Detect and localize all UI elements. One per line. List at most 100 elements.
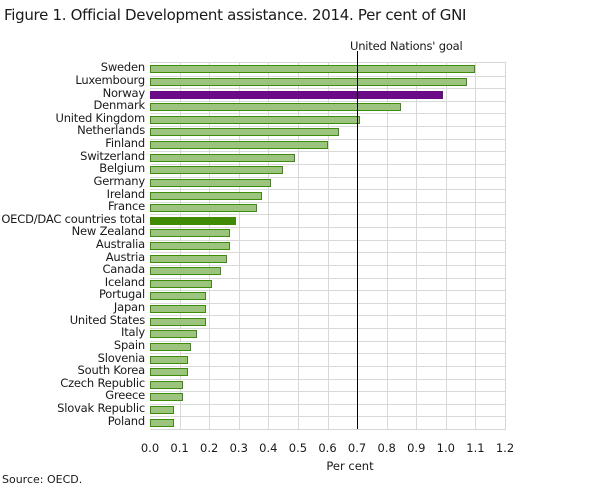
bar-slovak-republic bbox=[150, 406, 174, 415]
category-label: Sweden bbox=[100, 60, 145, 75]
horizontal-gridline bbox=[150, 264, 505, 266]
category-label: Italy bbox=[121, 325, 145, 340]
category-label: Canada bbox=[102, 262, 145, 277]
un-goal-line bbox=[357, 51, 359, 429]
bar-norway bbox=[150, 90, 443, 99]
vertical-gridline bbox=[445, 63, 447, 429]
category-label: Slovak Republic bbox=[57, 401, 145, 416]
goal-line-label: United Nations' goal bbox=[350, 39, 463, 53]
bar-poland bbox=[150, 418, 174, 427]
x-tick-label: 1.1 bbox=[466, 441, 485, 455]
horizontal-gridline bbox=[150, 328, 505, 330]
x-tick-label: 0.3 bbox=[229, 441, 248, 455]
horizontal-gridline bbox=[150, 340, 505, 342]
category-label: Belgium bbox=[99, 161, 145, 176]
x-tick-label: 0.2 bbox=[200, 441, 219, 455]
category-label: New Zealand bbox=[71, 224, 146, 239]
bar-denmark bbox=[150, 103, 402, 112]
bar-united-states bbox=[150, 317, 207, 326]
category-label: Japan bbox=[113, 300, 145, 315]
category-label: Switzerland bbox=[80, 148, 145, 163]
category-label: United Kingdom bbox=[55, 110, 145, 125]
bar-sweden bbox=[150, 65, 476, 74]
vertical-gridline bbox=[386, 63, 388, 429]
x-tick-label: 0.4 bbox=[259, 441, 278, 455]
category-label: Denmark bbox=[93, 98, 146, 113]
bar-germany bbox=[150, 178, 272, 187]
horizontal-gridline bbox=[150, 239, 505, 241]
category-label: Germany bbox=[93, 173, 146, 188]
plot-area bbox=[150, 51, 506, 430]
bar-japan bbox=[150, 305, 207, 314]
horizontal-gridline bbox=[150, 151, 505, 153]
bar-netherlands bbox=[150, 128, 340, 137]
x-tick-label: 0.9 bbox=[407, 441, 426, 455]
x-tick-label: 0.7 bbox=[347, 441, 367, 455]
bar-czech-republic bbox=[150, 380, 183, 389]
category-label: Luxembourg bbox=[75, 72, 145, 87]
category-label: Finland bbox=[105, 136, 145, 151]
horizontal-gridline bbox=[150, 365, 505, 367]
vertical-gridline bbox=[297, 63, 299, 429]
bar-oecd-dac-countries-total bbox=[150, 216, 236, 225]
bar-greece bbox=[150, 393, 183, 402]
horizontal-gridline bbox=[150, 100, 505, 102]
bar-spain bbox=[150, 342, 192, 351]
horizontal-gridline bbox=[150, 353, 505, 355]
x-tick-label: 0.6 bbox=[318, 441, 337, 455]
horizontal-gridline bbox=[150, 113, 505, 115]
category-label: Iceland bbox=[104, 274, 145, 289]
bar-united-kingdom bbox=[150, 115, 361, 124]
vertical-gridline bbox=[238, 63, 240, 429]
horizontal-gridline bbox=[150, 163, 505, 165]
category-labels: Sweden Luxembourg Norway Denmark United King… bbox=[0, 60, 146, 428]
chart-title: Figure 1. Official Development assistanc… bbox=[4, 6, 467, 24]
horizontal-gridline bbox=[150, 403, 505, 405]
category-label: France bbox=[107, 199, 145, 214]
bar-finland bbox=[150, 141, 328, 150]
horizontal-gridline bbox=[150, 201, 505, 203]
bar-south-korea bbox=[150, 368, 189, 377]
vertical-gridline bbox=[416, 63, 418, 429]
bar-portugal bbox=[150, 292, 207, 301]
horizontal-gridline bbox=[150, 126, 505, 128]
category-label: Poland bbox=[107, 413, 145, 428]
bar-new-zealand bbox=[150, 229, 230, 238]
horizontal-gridline bbox=[150, 138, 505, 140]
category-label: Czech Republic bbox=[60, 375, 145, 390]
x-tick-label: 1.0 bbox=[436, 441, 455, 455]
bar-iceland bbox=[150, 279, 213, 288]
horizontal-gridline bbox=[150, 252, 505, 254]
x-axis-label: Per cent bbox=[326, 459, 374, 473]
category-label: Netherlands bbox=[77, 123, 145, 138]
horizontal-gridline bbox=[150, 315, 505, 317]
bar-austria bbox=[150, 254, 227, 263]
category-label: United States bbox=[69, 312, 145, 327]
horizontal-gridline bbox=[150, 277, 505, 279]
category-label: Greece bbox=[105, 388, 145, 403]
x-tick-label: 0.5 bbox=[288, 441, 308, 455]
x-tick-label: 0.0 bbox=[140, 441, 160, 455]
horizontal-gridline bbox=[150, 214, 505, 216]
bar-canada bbox=[150, 267, 221, 276]
bar-australia bbox=[150, 242, 230, 250]
category-label: Ireland bbox=[106, 186, 146, 201]
horizontal-gridline bbox=[150, 302, 505, 304]
bar-switzerland bbox=[150, 153, 295, 162]
horizontal-gridline bbox=[150, 176, 505, 178]
category-label: OECD/DAC countries total bbox=[1, 211, 145, 226]
category-label: Australia bbox=[95, 237, 145, 251]
horizontal-gridline bbox=[150, 227, 505, 229]
vertical-gridline bbox=[475, 63, 477, 429]
category-label: Norway bbox=[102, 85, 146, 100]
horizontal-gridline bbox=[150, 378, 505, 380]
horizontal-gridline bbox=[150, 75, 505, 77]
horizontal-gridline bbox=[150, 189, 505, 191]
x-tick-label: 1.2 bbox=[495, 441, 515, 455]
category-label: Portugal bbox=[98, 287, 145, 302]
horizontal-gridline bbox=[150, 88, 505, 90]
bar-ireland bbox=[150, 191, 263, 200]
x-tick-label: 0.1 bbox=[170, 441, 189, 455]
horizontal-gridline bbox=[150, 290, 505, 292]
bar-france bbox=[150, 204, 257, 213]
